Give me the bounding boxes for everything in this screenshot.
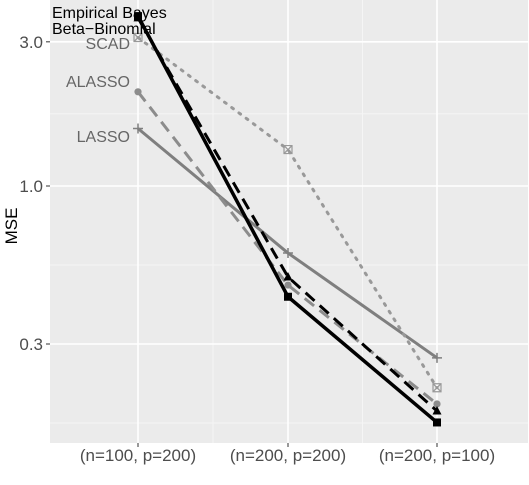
data-point <box>283 144 293 155</box>
series-label: Beta−Binomial <box>52 21 156 38</box>
series-line <box>136 36 439 390</box>
y-tick-label: 3.0 <box>19 33 43 52</box>
series-label: ALASSO <box>66 74 130 91</box>
data-point <box>433 400 441 408</box>
series-label: LASSO <box>77 129 130 146</box>
data-point <box>432 383 442 393</box>
y-axis-title: MSE <box>2 208 21 245</box>
data-point <box>283 271 293 281</box>
data-point <box>134 88 142 96</box>
data-point <box>133 32 143 43</box>
panel-background <box>50 0 528 443</box>
grid-lines <box>50 0 528 443</box>
axes: 0.3 1.0 3.0 (n=100, p=200) (n=200, p=200) (n=… <box>19 33 495 465</box>
series-line <box>136 17 439 413</box>
data-point <box>432 352 442 363</box>
data-point <box>133 123 143 134</box>
x-tick-label: (n=100, p=200) <box>80 446 196 465</box>
series-label: Empirical Bayes <box>52 5 167 22</box>
series-lines <box>133 12 442 427</box>
data-point <box>283 248 293 259</box>
series-label: SCAD <box>86 36 130 53</box>
series-line <box>136 90 438 406</box>
data-point <box>284 281 292 289</box>
data-point <box>284 292 292 301</box>
y-tick-label: 0.3 <box>19 335 43 354</box>
data-point <box>432 406 442 415</box>
y-tick-label: 1.0 <box>19 177 43 196</box>
x-tick-label: (n=200, p=200) <box>230 446 346 465</box>
data-point <box>433 418 441 427</box>
data-point <box>134 12 142 21</box>
x-tick-label: (n=200, p=100) <box>379 446 495 465</box>
